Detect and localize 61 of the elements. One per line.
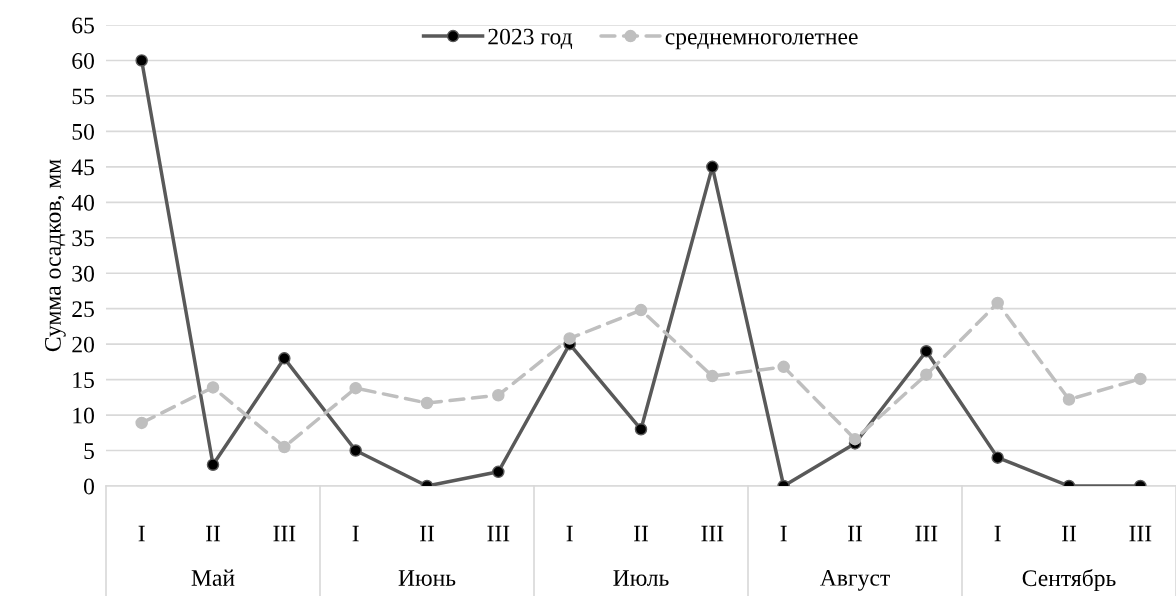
x-tick-label: III [487,525,510,542]
y-tick-label: 5 [84,443,94,459]
y-tick-label: 35 [72,230,94,247]
point [706,369,719,383]
point [563,332,576,345]
point [492,388,505,402]
point [920,368,933,381]
y-tick-label: 10 [73,407,94,424]
x-tick-label: II [633,525,649,542]
x-tick-label: II [205,525,221,542]
y-tick-label: 15 [73,372,94,389]
y-tick-label: 0 [83,478,94,495]
point [634,423,648,436]
text: Июнь [398,570,456,586]
x-tick-label: I [994,525,1001,542]
x-tick-label: III [915,525,938,542]
y-axis-title: Сумма осадков, мм [44,159,66,352]
x-tick-label: II [1061,525,1077,542]
legend-label: среднемноголетнее [665,33,858,50]
point [278,352,291,365]
y-tick-label: 30 [72,265,94,282]
y-tick-label: 40 [71,194,94,211]
point [848,432,862,446]
y-tick-label: 65 [72,17,94,34]
point [135,54,148,67]
text: Август [819,570,890,591]
y-tick-label: 55 [72,88,94,105]
point [920,344,933,358]
point [634,303,648,317]
text: Сентябрь [1022,569,1116,591]
x-tick-label: II [847,525,863,542]
point [278,440,291,454]
point [349,381,362,395]
x-tick-label: III [701,525,724,542]
point [991,296,1004,310]
y-tick-label: 60 [72,52,94,69]
y-tick-label: 50 [72,123,94,140]
point [777,360,790,374]
y-tick-label: 20 [72,336,94,353]
y-tick-label: 25 [72,301,94,318]
legend-label: 2023 год [488,28,573,49]
x-tick-label: I [352,525,359,542]
x-tick-label: II [419,525,435,542]
point [206,458,220,471]
point [706,160,719,174]
point [349,444,362,457]
x-tick-label: III [273,525,296,542]
point [135,416,148,430]
x-tick-label: I [566,525,573,542]
x-tick-label: I [780,525,787,542]
point [1062,393,1076,406]
x-tick-label: III [1129,525,1152,542]
point [492,465,505,479]
point [991,451,1004,464]
y-tick-label: 45 [71,159,94,176]
x-tick-label: I [138,525,145,542]
text: Июль [613,570,669,586]
point [1134,372,1147,386]
point [206,381,220,394]
point [420,396,434,410]
text: Май [191,569,235,586]
